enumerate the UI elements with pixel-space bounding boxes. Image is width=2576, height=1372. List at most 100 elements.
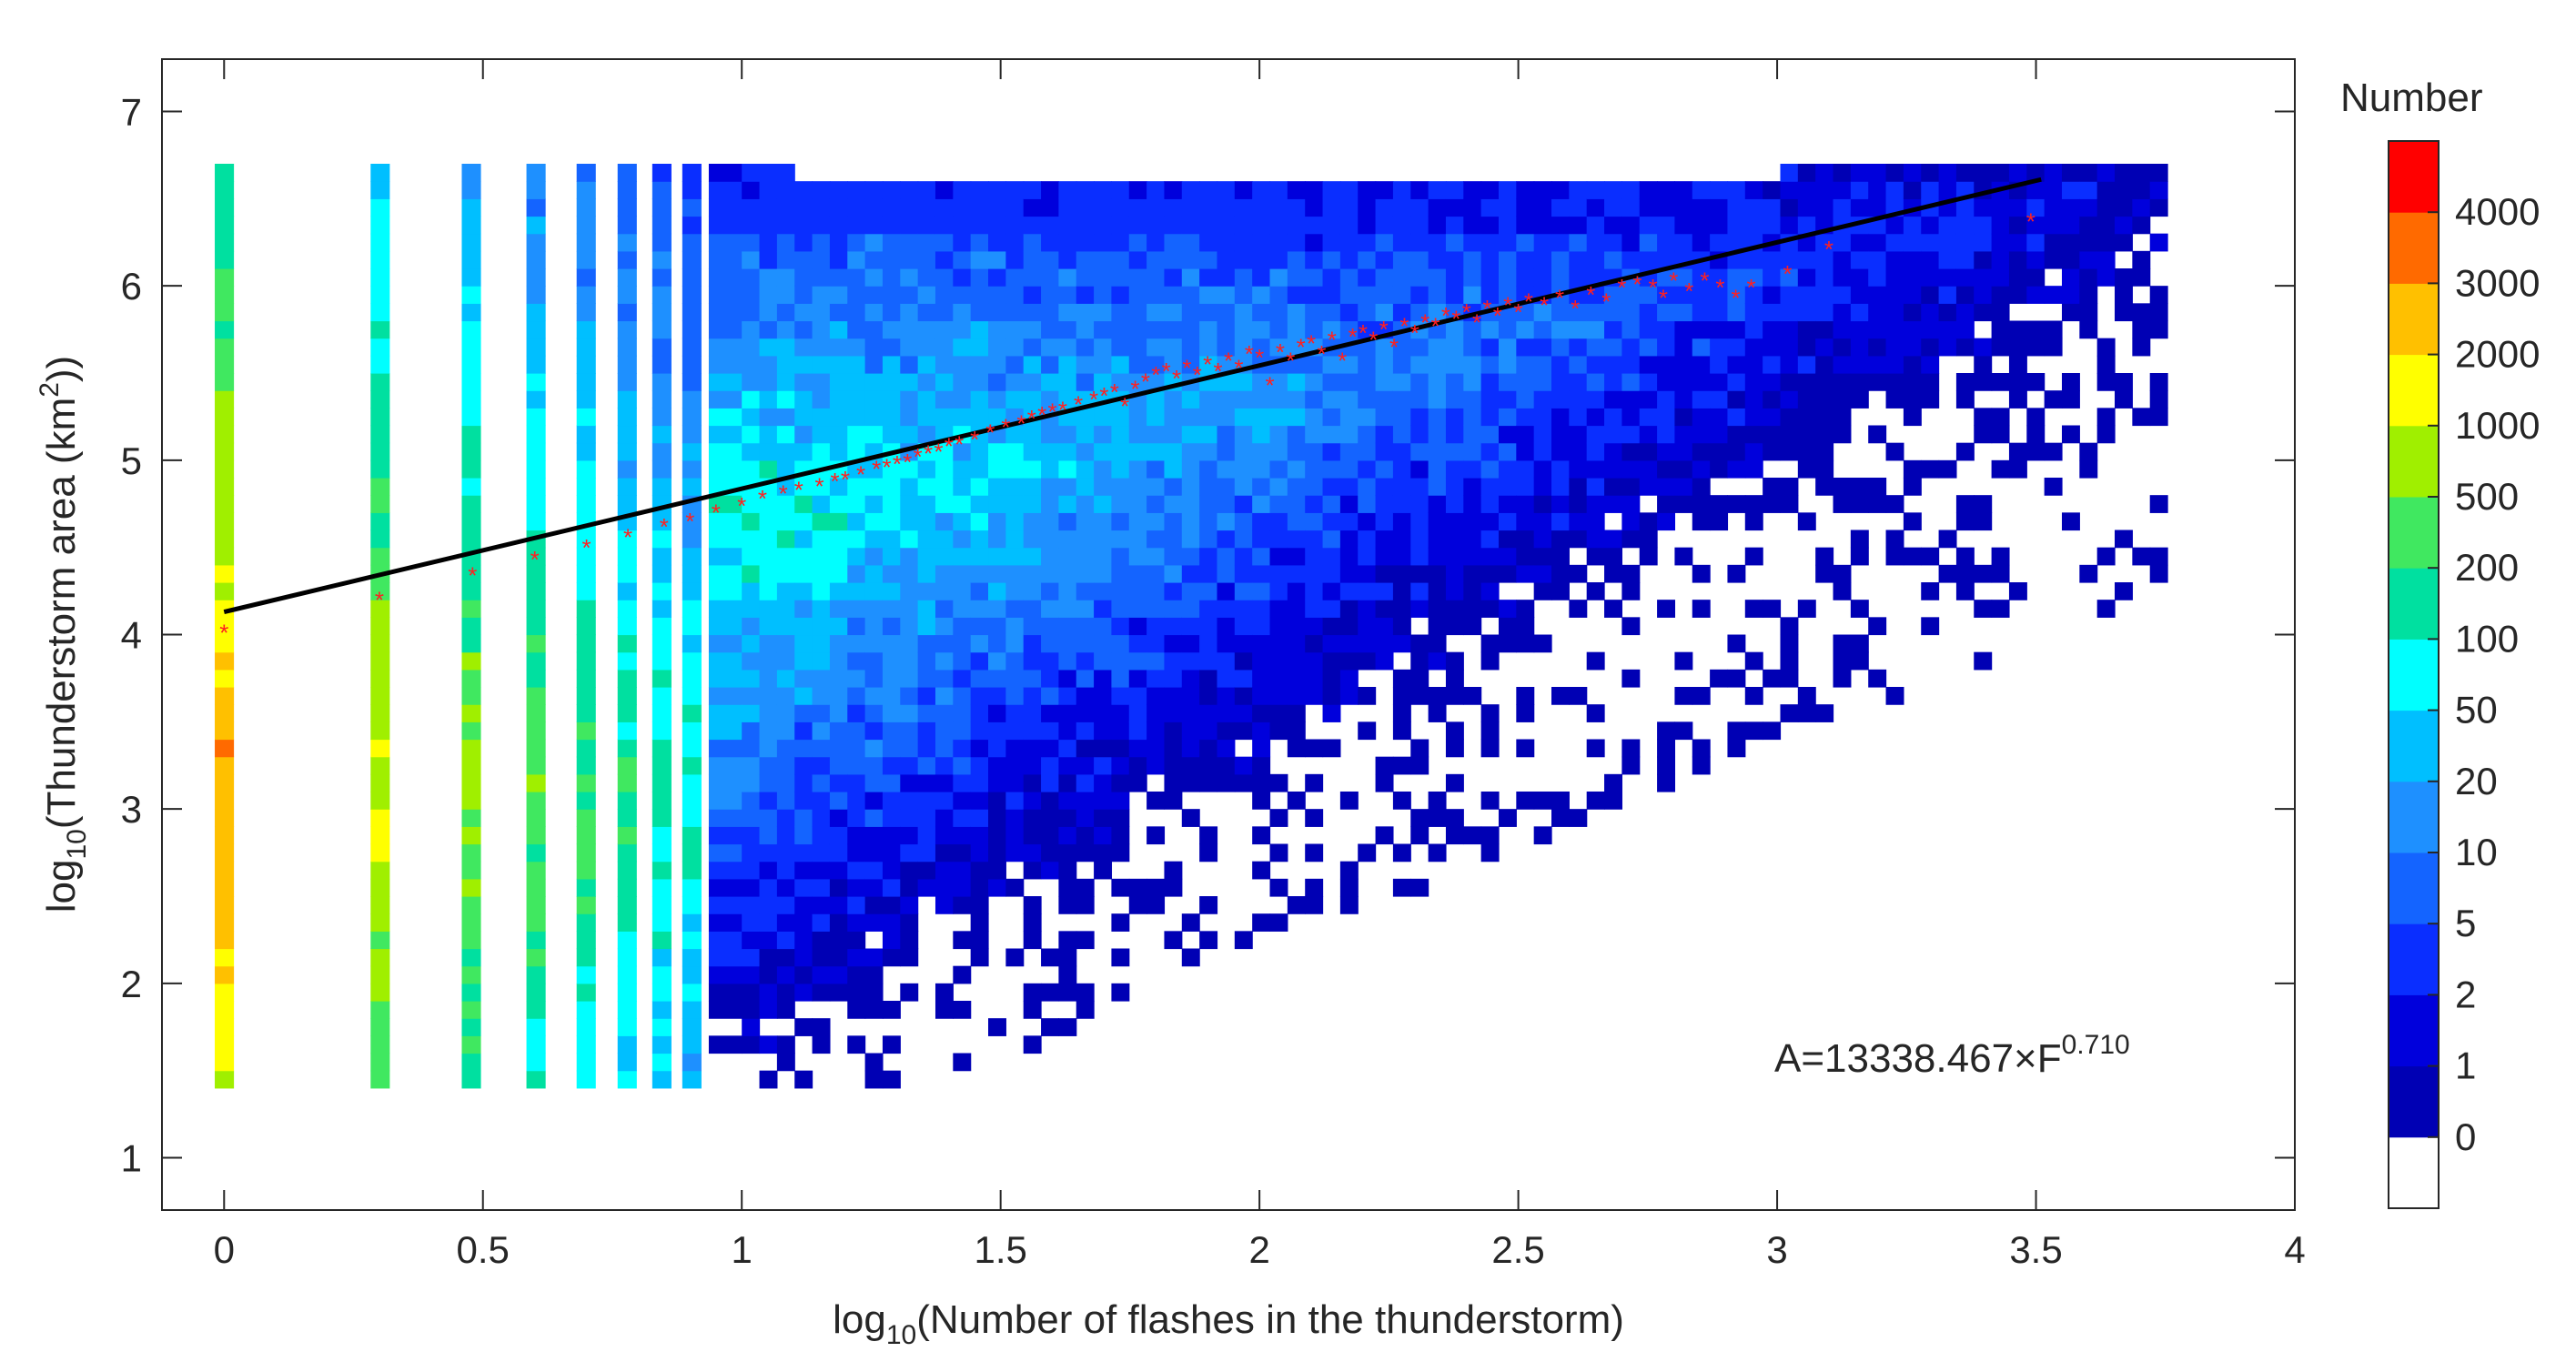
heatmap-cell [742,792,761,810]
heatmap-cell [1375,373,1394,391]
heatmap-cell [1674,425,1693,444]
heatmap-cell [1657,216,1676,235]
heatmap-cell [1041,425,1059,444]
heatmap-cell [708,373,742,391]
heatmap-cell [1094,634,1113,653]
heatmap-cell [900,843,919,863]
heatmap-cell [1199,390,1218,409]
heatmap-cell [776,948,795,967]
heatmap-cell [1234,773,1253,792]
heatmap-cell [1445,355,1464,374]
heatmap-cell [953,773,972,792]
heatmap-cell [461,582,481,600]
heatmap-cell [847,547,866,566]
heatmap-cell [652,373,672,391]
heatmap-cell [953,512,972,531]
heatmap-cell [682,181,702,199]
heatmap-cell [1586,651,1605,671]
heatmap-cell [812,756,831,775]
heatmap-cell [215,442,235,461]
heatmap-cell [1041,739,1059,758]
heatmap-cell [1428,651,1447,671]
heatmap-cell [900,582,919,600]
heatmap-cell [215,355,235,374]
heatmap-cell [882,843,901,863]
heatmap-cell [617,861,637,880]
mean-point: * [1110,378,1119,406]
heatmap-cell [1023,373,1042,391]
heatmap-cell [1850,286,1869,304]
heatmap-cell [1252,338,1271,357]
heatmap-cell [1111,303,1130,322]
heatmap-cell [2079,250,2098,269]
heatmap-cell [1305,495,1324,513]
heatmap-cell [900,408,919,427]
heatmap-cell [708,792,742,810]
heatmap-cell [1727,268,1746,287]
y-tick-label: 2 [121,963,142,1005]
heatmap-cell [1551,250,1570,269]
heatmap-cell [1358,442,1377,461]
heatmap-cell [953,390,972,409]
heatmap-cell [1058,896,1077,914]
heatmap-cell [1164,268,1183,287]
heatmap-cell [1339,442,1359,461]
heatmap-cell [1252,373,1271,391]
heatmap-cell [1094,617,1113,636]
heatmap-cell [215,721,235,741]
heatmap-cell [1463,495,1482,513]
heatmap-cell [742,669,761,688]
heatmap-cell [1516,617,1535,636]
heatmap-cell [1005,303,1025,322]
heatmap-cell [1111,216,1130,235]
heatmap-cell [526,478,546,496]
heatmap-cell [794,530,813,549]
heatmap-cell [847,687,866,705]
heatmap-cell [1147,390,1166,409]
heatmap-cell [917,373,936,391]
heatmap-cell [1094,286,1113,304]
mean-point: * [955,431,964,459]
heatmap-cell [1586,547,1605,566]
heatmap-cell [776,547,795,566]
heatmap-cell [1339,634,1359,653]
heatmap-cell [970,530,989,549]
heatmap-cell [1674,495,1693,513]
heatmap-cell [370,164,390,182]
heatmap-cell [1058,530,1077,549]
heatmap-cell [1128,617,1147,636]
heatmap-cell [1815,338,1834,357]
heatmap-cell [934,773,954,792]
heatmap-cell [1938,459,1957,479]
heatmap-cell [1850,338,1869,357]
heatmap-cell [1322,651,1341,671]
heatmap-cell [1269,408,1288,427]
heatmap-cell [970,495,989,513]
heatmap-cell [1111,547,1130,566]
heatmap-cell [1463,564,1482,583]
heatmap-cell [652,983,672,1002]
heatmap-cell [1269,512,1288,531]
heatmap-cell [1023,861,1042,880]
heatmap-cell [794,478,813,496]
heatmap-cell [617,216,637,235]
heatmap-cell [1234,425,1253,444]
heatmap-cell [742,739,761,758]
heatmap-cell [1604,478,1622,496]
heatmap-cell [461,530,481,549]
heatmap-cell [1445,338,1464,357]
heatmap-cell [1763,250,1782,269]
heatmap-cell [988,303,1006,322]
heatmap-cell [1850,233,1869,252]
heatmap-cell [1058,286,1077,304]
heatmap-cell [1023,1035,1042,1054]
heatmap-cell [776,809,795,827]
heatmap-cell [617,669,637,688]
heatmap-cell [934,739,954,758]
heatmap-cell [829,617,848,636]
heatmap-cell [652,355,672,374]
heatmap-cell [1480,721,1500,741]
heatmap-cell [1727,373,1746,391]
heatmap-cell [1358,617,1377,636]
heatmap-cell [917,756,936,775]
